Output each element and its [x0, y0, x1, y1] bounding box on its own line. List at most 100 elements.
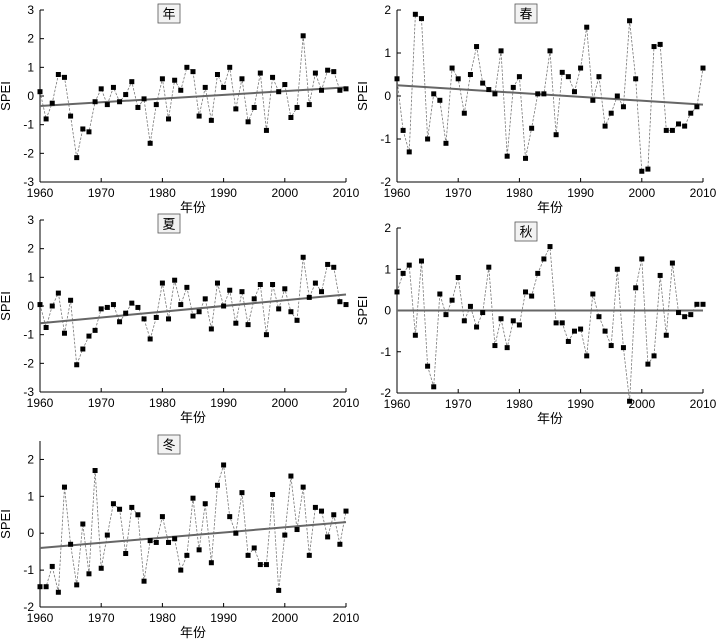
winter-data-point — [37, 584, 43, 590]
annual-data-point — [263, 127, 269, 133]
autumn-x-tick-label: 1980 — [506, 397, 533, 411]
spring-data-point — [449, 65, 455, 71]
autumn-data-point — [596, 314, 602, 320]
spring-data-point — [412, 11, 418, 17]
spring-data-point — [516, 74, 522, 80]
annual-data-point — [306, 102, 312, 108]
summer-data-point — [129, 300, 135, 306]
winter-data-point — [147, 538, 153, 544]
winter-data-point — [184, 552, 190, 558]
spring-trend-line — [396, 84, 704, 106]
winter-trend-line — [39, 521, 347, 549]
summer-data-point — [196, 309, 202, 315]
annual-data-point — [110, 84, 116, 90]
summer-x-tick-label: 1960 — [27, 396, 54, 410]
annual-trend-line — [39, 86, 347, 108]
winter-data-point — [288, 473, 294, 479]
autumn-y-tick-label: 0 — [384, 304, 391, 318]
summer-y-tick-label: 1 — [27, 270, 34, 284]
winter-data-point — [86, 571, 92, 577]
annual-spei-panel: -3 -2 -1 0 1 2 3 1960 1970 1980 1990 2000 2010 SPEI 年份… — [0, 3, 360, 215]
annual-data-point — [123, 92, 129, 98]
autumn-data-point — [620, 345, 626, 351]
summer-data-point — [159, 280, 165, 286]
winter-y-tick-label: 2 — [27, 452, 34, 466]
autumn-data-point — [559, 320, 565, 326]
summer-x-tick-label: 2000 — [271, 396, 298, 410]
autumn-data-point — [547, 244, 553, 250]
summer-data-point — [68, 297, 74, 303]
autumn-data-point — [474, 324, 480, 330]
winter-y-tick-label: 0 — [27, 526, 34, 540]
summer-y-tick-label: -1 — [23, 328, 34, 342]
autumn-data-point — [590, 291, 596, 297]
spring-data-point — [406, 149, 412, 155]
summer-data-point — [294, 317, 300, 323]
spring-data-point — [547, 48, 553, 54]
spring-data-point — [663, 127, 669, 133]
annual-data-point — [196, 113, 202, 119]
annual-y-tick-label: -3 — [23, 175, 34, 189]
spring-x-tick-label: 1990 — [567, 186, 594, 200]
autumn-data-point — [425, 363, 431, 369]
autumn-data-point — [669, 260, 675, 266]
summer-data-point — [251, 296, 257, 302]
annual-data-point — [178, 87, 184, 93]
winter-data-point — [98, 565, 104, 571]
annual-data-point — [55, 72, 61, 77]
summer-series-line — [39, 257, 347, 365]
spring-data-point — [535, 91, 541, 97]
summer-data-point — [74, 362, 80, 368]
autumn-y-tick-label: 2 — [384, 221, 391, 235]
winter-data-point — [239, 490, 245, 496]
autumn-data-point — [627, 398, 633, 404]
autumn-data-point — [584, 353, 590, 359]
annual-data-point — [214, 72, 220, 77]
spring-data-point — [645, 166, 651, 172]
summer-data-point — [245, 322, 251, 328]
autumn-data-point — [418, 258, 424, 264]
spring-data-point — [614, 93, 620, 99]
annual-x-axis-label: 年份 — [180, 200, 206, 215]
annual-data-point — [117, 99, 123, 105]
autumn-data-point — [394, 289, 400, 295]
annual-x-tick-label: 1970 — [88, 186, 115, 200]
summer-data-point — [221, 303, 227, 309]
spring-panel-title: 春 — [519, 8, 532, 23]
summer-data-point — [319, 289, 325, 295]
winter-data-point — [276, 587, 282, 593]
summer-y-tick-label: 2 — [27, 242, 34, 256]
annual-data-point — [251, 104, 257, 110]
annual-series-line — [39, 35, 347, 158]
annual-data-point — [288, 115, 294, 120]
autumn-x-axis-label: 年份 — [537, 411, 563, 426]
winter-data-point — [300, 484, 306, 490]
autumn-x-tick-label: 2010 — [690, 397, 717, 411]
annual-data-point — [202, 84, 208, 90]
autumn-data-point — [523, 289, 529, 295]
spring-data-point — [455, 76, 461, 82]
spring-data-point — [461, 110, 467, 116]
annual-y-tick-label: 3 — [27, 3, 34, 17]
annual-data-point — [92, 99, 98, 105]
winter-y-tick-label: -1 — [23, 563, 34, 577]
summer-data-point — [312, 280, 318, 286]
spring-data-point — [486, 87, 492, 93]
autumn-data-point — [406, 262, 412, 268]
summer-data-point — [117, 319, 123, 325]
autumn-x-tick-label: 1970 — [445, 397, 472, 411]
summer-data-point — [202, 296, 208, 302]
summer-data-point — [49, 303, 55, 309]
winter-data-point — [331, 512, 337, 518]
summer-x-tick-label: 2010 — [333, 396, 360, 410]
annual-data-point — [337, 87, 343, 93]
autumn-data-point — [657, 272, 663, 278]
summer-data-point — [331, 264, 337, 270]
autumn-data-point — [431, 384, 437, 390]
annual-x-tick-label: 2010 — [333, 186, 360, 200]
spring-series-line — [396, 13, 704, 172]
annual-x-tick-label: 1990 — [210, 186, 237, 200]
annual-y-axis-label: SPEI — [0, 81, 13, 111]
annual-data-point — [184, 64, 190, 70]
summer-spei-panel: -3 -2 -1 0 1 2 3 1960 1970 1980 1990 2000 2010 SPEI 年份… — [0, 213, 360, 425]
